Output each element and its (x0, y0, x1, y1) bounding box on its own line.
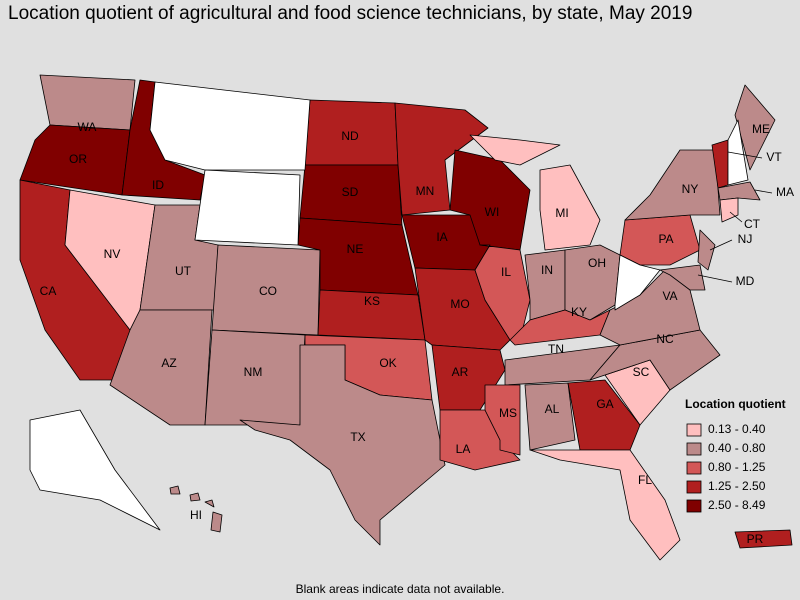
state-label: PR (747, 532, 764, 546)
state-label: PA (658, 232, 673, 246)
state-label: FL (638, 473, 652, 487)
state-shape (567, 379, 641, 451)
legend-label: 1.25 - 2.50 (708, 479, 766, 493)
state-label: WA (78, 120, 97, 134)
state-shape (239, 344, 446, 546)
footnote: Blank areas indicate data not available. (296, 582, 505, 596)
state-shape (614, 254, 661, 311)
state-label: AR (452, 365, 469, 379)
state-shape (204, 499, 215, 508)
state-label: NM (244, 365, 263, 379)
states (19, 74, 793, 561)
state-label: NE (347, 242, 364, 256)
state-label: IA (436, 230, 447, 244)
state-label: TN (548, 342, 564, 356)
map-title: Location quotient of agricultural and fo… (8, 3, 692, 24)
state-label: ME (752, 122, 770, 136)
state-label: KY (571, 305, 587, 319)
state-label: MD (736, 274, 755, 288)
state-label: SC (633, 365, 650, 379)
state-label: WI (485, 205, 500, 219)
state-label: MS (499, 406, 517, 420)
state-label: GA (596, 397, 613, 411)
state-shape (727, 119, 749, 186)
state-shape (717, 181, 761, 201)
state-label: IN (541, 263, 553, 277)
state-label: AZ (161, 356, 176, 370)
legend-swatch (686, 480, 702, 494)
state-shape (394, 102, 489, 216)
state-label: CA (40, 284, 57, 298)
state-shape (194, 169, 301, 246)
state-label: CT (744, 217, 761, 231)
state-label: VA (662, 289, 677, 303)
leader-line (727, 151, 763, 159)
leader-line (729, 211, 743, 223)
legend-swatch (686, 499, 702, 513)
state-label: NV (104, 247, 121, 261)
state-shape (19, 124, 131, 196)
state-label: HI (190, 508, 202, 522)
state-label: AL (545, 402, 560, 416)
state-shape (524, 382, 576, 451)
state-labels: WA OR ID CA NV UT AZ CO NM ND SD NE KS OK TX MN IA MO AR LA… (40, 120, 794, 546)
state-shape (169, 485, 181, 495)
state-label: OR (69, 152, 87, 166)
state-label: NJ (738, 232, 753, 246)
legend-label: 0.80 - 1.25 (708, 460, 766, 474)
state-label: VT (766, 150, 782, 164)
legend-label: 2.50 - 8.49 (708, 498, 766, 512)
legend: 0.13 - 0.40 0.40 - 0.80 0.80 - 1.25 1.25 - … (686, 422, 766, 513)
state-shape (189, 492, 201, 502)
state-shape (29, 409, 161, 531)
state-shape (484, 384, 521, 456)
state-shape (539, 164, 601, 251)
state-label: IL (501, 265, 511, 279)
leader-line (709, 239, 733, 251)
state-label: MN (416, 184, 435, 198)
state-label: NC (656, 332, 674, 346)
state-label: OK (379, 356, 396, 370)
state-label: KS (364, 294, 380, 308)
state-shape (210, 511, 223, 533)
leader-line (697, 274, 733, 283)
legend-swatch (686, 442, 702, 456)
state-label: ID (152, 178, 164, 192)
state-shape (734, 529, 793, 549)
legend-label: 0.13 - 0.40 (708, 422, 766, 436)
state-label: TX (350, 430, 365, 444)
state-label: LA (456, 442, 471, 456)
state-label: CO (259, 284, 277, 298)
state-label: NY (682, 182, 699, 196)
state-shape (659, 264, 706, 291)
state-label: OH (588, 256, 606, 270)
state-label: MO (450, 297, 469, 311)
state-label: ND (341, 129, 359, 143)
state-shape (529, 449, 681, 561)
state-shape (109, 309, 213, 426)
legend-swatch (686, 423, 702, 437)
state-shape (469, 134, 561, 166)
state-label: MI (555, 206, 568, 220)
state-label: MA (776, 185, 794, 199)
state-label: SD (342, 185, 359, 199)
state-shape (697, 229, 716, 271)
legend-swatch (686, 461, 702, 475)
state-label: UT (175, 264, 192, 278)
state-shape (509, 309, 611, 346)
legend-title: Location quotient (685, 397, 786, 411)
legend-label: 0.40 - 0.80 (708, 441, 766, 455)
state-shape (719, 197, 739, 223)
leader-line (754, 189, 773, 194)
state-shape (524, 249, 566, 321)
